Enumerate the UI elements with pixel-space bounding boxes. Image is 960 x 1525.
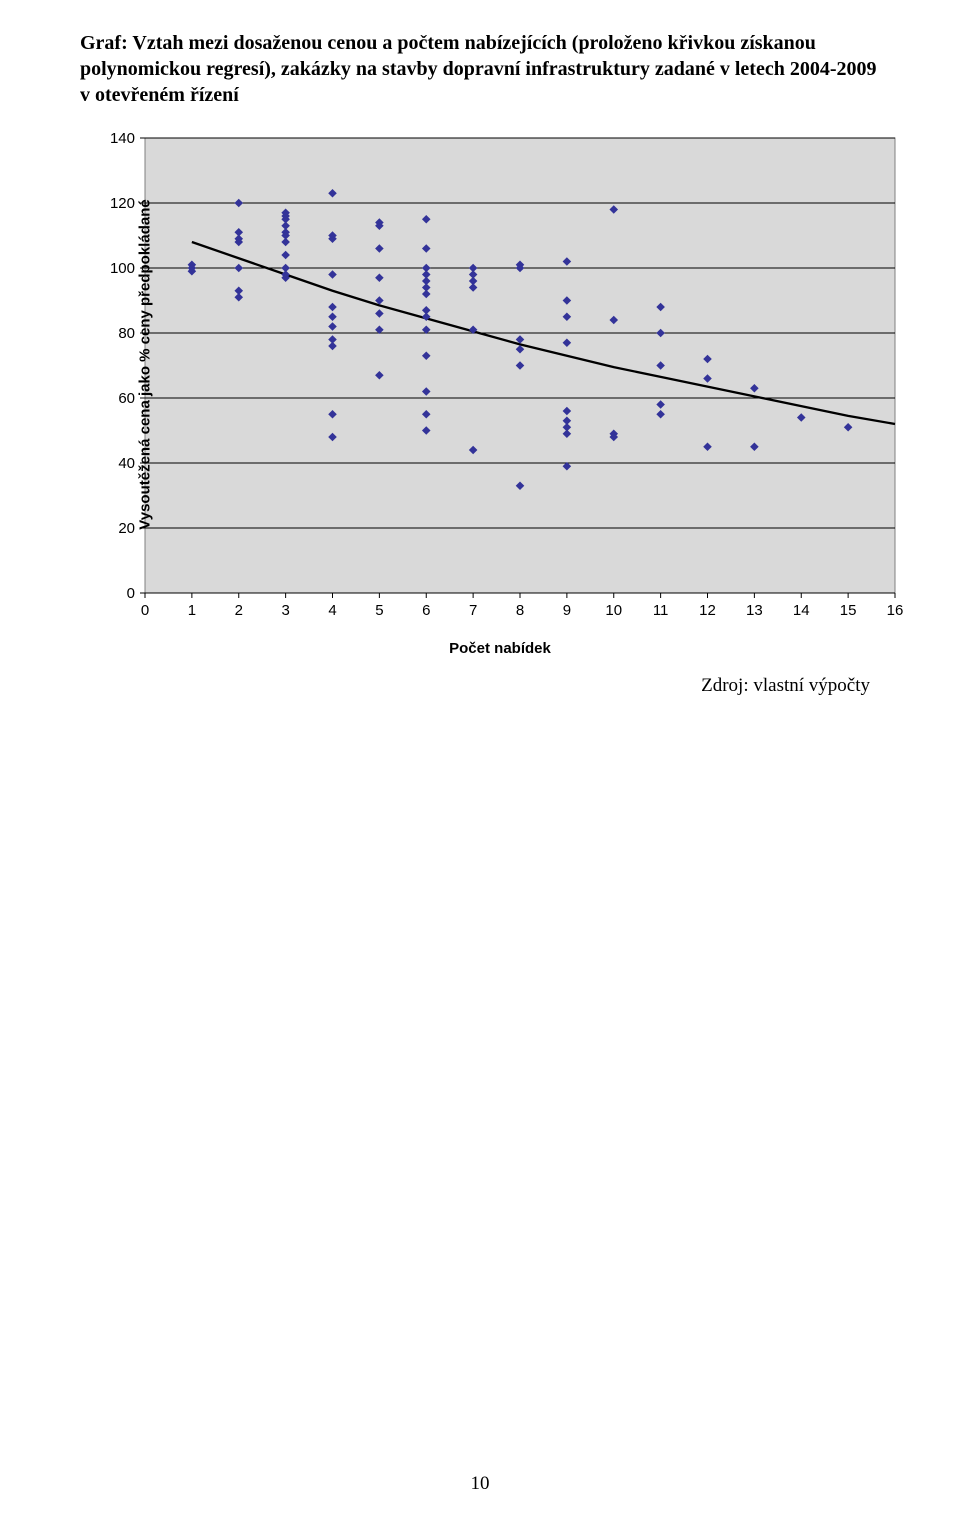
- svg-text:2: 2: [235, 602, 243, 619]
- svg-text:16: 16: [887, 602, 904, 619]
- x-axis-label: Počet nabídek: [90, 640, 910, 657]
- svg-text:140: 140: [110, 130, 135, 147]
- svg-text:120: 120: [110, 195, 135, 212]
- chart-container: Vysoutěžená cena jako % ceny předpokláda…: [90, 128, 880, 657]
- page-number: 10: [0, 1473, 960, 1495]
- svg-text:60: 60: [118, 390, 135, 407]
- svg-text:3: 3: [281, 602, 289, 619]
- svg-text:0: 0: [127, 585, 135, 602]
- svg-text:4: 4: [328, 602, 336, 619]
- svg-text:80: 80: [118, 325, 135, 342]
- scatter-chart: 0123456789101112131415160204060801001201…: [90, 128, 910, 638]
- svg-text:9: 9: [563, 602, 571, 619]
- chart-title: Graf: Vztah mezi dosaženou cenou a počte…: [80, 30, 880, 108]
- svg-text:20: 20: [118, 520, 135, 537]
- svg-text:6: 6: [422, 602, 430, 619]
- svg-text:13: 13: [746, 602, 763, 619]
- y-axis-label: Vysoutěžená cena jako % ceny předpokláda…: [137, 184, 154, 544]
- svg-text:1: 1: [188, 602, 196, 619]
- svg-text:11: 11: [653, 602, 669, 619]
- svg-text:12: 12: [699, 602, 716, 619]
- svg-text:100: 100: [110, 260, 135, 277]
- source-text: Zdroj: vlastní výpočty: [80, 675, 880, 697]
- svg-text:8: 8: [516, 602, 524, 619]
- svg-text:5: 5: [375, 602, 383, 619]
- svg-text:15: 15: [840, 602, 857, 619]
- svg-text:10: 10: [605, 602, 622, 619]
- svg-text:7: 7: [469, 602, 477, 619]
- svg-text:40: 40: [118, 455, 135, 472]
- svg-text:0: 0: [141, 602, 149, 619]
- svg-text:14: 14: [793, 602, 810, 619]
